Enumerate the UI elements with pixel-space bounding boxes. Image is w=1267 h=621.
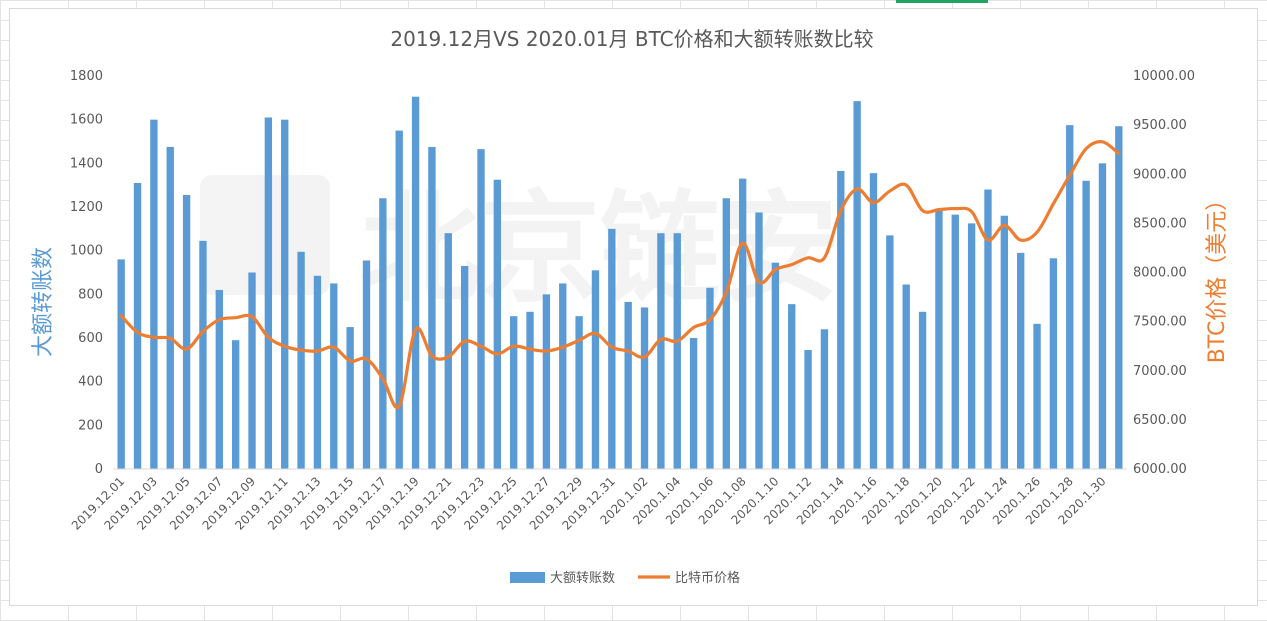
bar <box>1115 126 1123 469</box>
right-tick-label: 10000.00 <box>1133 69 1195 84</box>
bar <box>706 287 714 469</box>
bar <box>869 173 878 470</box>
bar <box>166 146 174 470</box>
bar <box>460 265 469 469</box>
chart-title: 2019.12月VS 2020.01月 BTC价格和大额转账数比较 <box>390 27 873 51</box>
bar <box>624 301 632 469</box>
legend-bar-swatch <box>510 572 545 583</box>
bar <box>804 350 812 469</box>
right-tick-label: 9000.00 <box>1133 167 1187 182</box>
bar <box>215 289 223 469</box>
bar <box>951 214 959 469</box>
selected-cell-indicator <box>896 0 988 3</box>
bar <box>820 329 829 469</box>
x-axis-ticks: 2019.12.012019.12.032019.12.052019.12.07… <box>69 474 1109 532</box>
left-tick-label: 800 <box>78 287 103 302</box>
right-tick-label: 8000.00 <box>1133 266 1187 281</box>
bar <box>657 233 665 469</box>
bar <box>673 233 681 469</box>
bar <box>575 316 583 469</box>
bar <box>133 182 142 469</box>
bar <box>1049 258 1058 469</box>
left-tick-label: 0 <box>95 462 103 477</box>
bar <box>297 251 305 469</box>
bar <box>918 311 927 469</box>
bar <box>542 294 551 469</box>
price-line <box>119 140 1121 410</box>
bar <box>510 316 518 469</box>
bar <box>117 259 125 469</box>
left-tick-label: 200 <box>78 418 103 433</box>
bar <box>444 233 452 469</box>
bar <box>150 119 158 470</box>
right-tick-label: 6000.00 <box>1133 462 1187 477</box>
bar <box>313 275 322 469</box>
bar <box>395 130 403 470</box>
bar <box>591 270 600 469</box>
bar <box>330 283 338 469</box>
bar <box>722 198 730 469</box>
bar <box>853 101 861 469</box>
bar <box>837 170 845 469</box>
bar <box>1017 252 1025 469</box>
bar <box>264 117 273 469</box>
left-tick-label: 1400 <box>70 156 103 171</box>
bar <box>984 189 992 470</box>
bar <box>689 338 698 469</box>
bar <box>477 149 485 469</box>
bar <box>411 96 420 469</box>
bar <box>493 179 502 470</box>
bar <box>379 198 387 469</box>
right-tick-label: 7500.00 <box>1133 315 1187 330</box>
legend-line-label: 比特币价格 <box>675 570 740 586</box>
right-axis-ticks: 6000.00 6500.00 7000.00 7500.00 8000.00 8500.… <box>1133 69 1195 477</box>
bar <box>755 212 763 470</box>
bar <box>640 307 649 469</box>
bar <box>935 209 943 469</box>
left-tick-label: 600 <box>78 331 103 346</box>
left-tick-label: 1200 <box>70 200 103 215</box>
bar <box>771 262 780 469</box>
bar <box>1033 323 1041 469</box>
bar <box>1098 163 1107 470</box>
bar <box>526 311 534 469</box>
bar <box>1000 215 1009 469</box>
left-axis-ticks: 0 200 400 600 800 1000 1200 1400 1600 1800 <box>70 69 103 477</box>
right-tick-label: 8500.00 <box>1133 216 1187 231</box>
bar <box>559 283 567 469</box>
legend-bar-label: 大额转账数 <box>550 571 615 586</box>
bar <box>231 340 240 469</box>
bar <box>281 119 289 470</box>
left-tick-label: 1800 <box>70 69 103 84</box>
bar <box>428 146 436 470</box>
right-tick-label: 9500.00 <box>1133 118 1187 133</box>
left-tick-label: 400 <box>78 375 103 390</box>
bar <box>788 304 796 469</box>
bar <box>182 194 191 469</box>
left-tick-label: 1000 <box>70 244 103 259</box>
bar <box>1066 125 1074 469</box>
bar <box>738 178 747 469</box>
bar <box>346 327 354 469</box>
bar <box>902 284 910 469</box>
left-axis-title: 大额转账数 <box>31 247 56 357</box>
legend: 大额转账数 比特币价格 <box>510 570 740 586</box>
bar <box>967 223 976 469</box>
bar <box>248 272 256 469</box>
bar <box>1082 180 1090 470</box>
bar-series <box>117 96 1123 470</box>
bar <box>886 235 894 469</box>
right-tick-label: 6500.00 <box>1133 413 1187 428</box>
right-axis-title: BTC价格（美元） <box>1205 189 1230 364</box>
left-tick-label: 1600 <box>70 113 103 128</box>
bar <box>362 260 371 469</box>
right-tick-label: 7000.00 <box>1133 364 1187 379</box>
bar <box>199 240 207 469</box>
